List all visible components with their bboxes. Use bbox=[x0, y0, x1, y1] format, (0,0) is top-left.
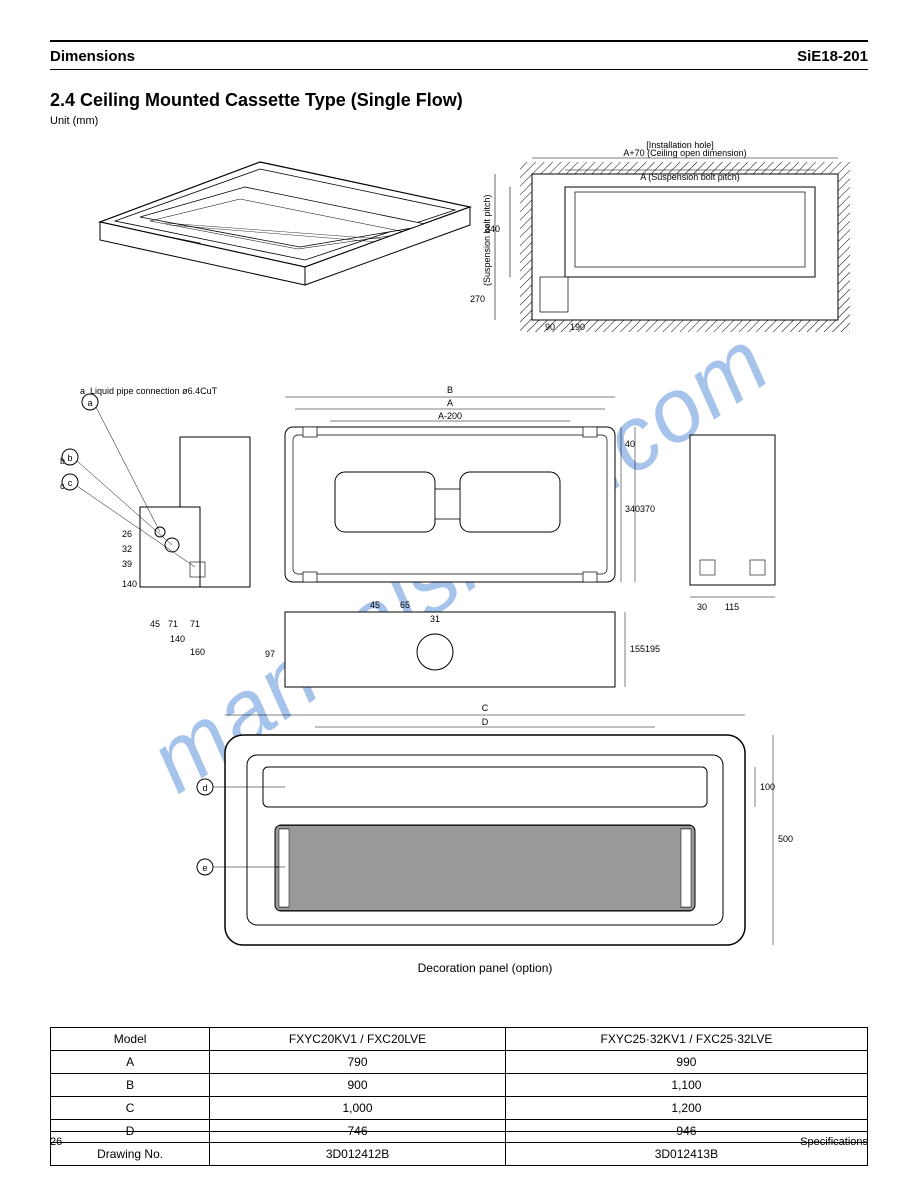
svg-text:270: 270 bbox=[470, 294, 485, 304]
svg-text:b: b bbox=[67, 453, 72, 463]
svg-text:a: a bbox=[87, 398, 92, 408]
svg-text:500: 500 bbox=[778, 834, 793, 844]
iso-view bbox=[100, 162, 470, 285]
left-end-view: a b c 45 71 71 140 160 26 32 39 140 bbox=[62, 394, 250, 657]
technical-drawing: manualshive.com [Install bbox=[50, 137, 870, 1007]
svg-text:45: 45 bbox=[150, 619, 160, 629]
svg-text:b: b bbox=[60, 456, 65, 466]
svg-text:195: 195 bbox=[645, 644, 660, 654]
svg-text:90: 90 bbox=[545, 322, 555, 332]
table-row: B9001,100 bbox=[51, 1074, 868, 1097]
svg-text:160: 160 bbox=[190, 647, 205, 657]
svg-text:155: 155 bbox=[630, 644, 645, 654]
svg-text:40: 40 bbox=[625, 439, 635, 449]
svg-text:D: D bbox=[482, 717, 489, 727]
svg-text:e: e bbox=[202, 863, 207, 873]
svg-text:45: 45 bbox=[370, 600, 380, 610]
footer-section: Specifications bbox=[800, 1136, 868, 1148]
page-number: 26 bbox=[50, 1136, 62, 1148]
table-row: A790990 bbox=[51, 1051, 868, 1074]
svg-text:97: 97 bbox=[265, 649, 275, 659]
svg-text:c: c bbox=[68, 478, 73, 488]
header-left: Dimensions bbox=[50, 48, 135, 65]
svg-text:A-200: A-200 bbox=[438, 411, 462, 421]
col-2: FXYC25·32KV1 / FXC25·32LVE bbox=[505, 1028, 867, 1051]
svg-text:A (Suspension bolt pitch): A (Suspension bolt pitch) bbox=[640, 172, 740, 182]
col-1: FXYC20KV1 / FXC20LVE bbox=[210, 1028, 506, 1051]
svg-text:71: 71 bbox=[190, 619, 200, 629]
panel-view: C D bbox=[197, 703, 793, 975]
svg-text:A: A bbox=[447, 398, 453, 408]
unit-note: Unit (mm) bbox=[50, 115, 868, 127]
top-plan: B A A-200 40 340 370 bbox=[285, 385, 655, 582]
page-header: Dimensions SiE18-201 bbox=[50, 48, 868, 65]
install-hole: [Installation hole] A+70 (Ceiling open d bbox=[470, 140, 850, 332]
svg-text:26: 26 bbox=[122, 529, 132, 539]
drawing-svg: [Installation hole] A+70 (Ceiling open d bbox=[50, 137, 870, 1007]
svg-text:39: 39 bbox=[122, 559, 132, 569]
header-right: SiE18-201 bbox=[797, 48, 868, 65]
svg-text:65: 65 bbox=[400, 600, 410, 610]
svg-text:A+70 (Ceiling open dimension): A+70 (Ceiling open dimension) bbox=[623, 148, 746, 158]
right-end-view: 115 30 bbox=[690, 435, 775, 612]
page-footer: 26 Specifications bbox=[50, 1131, 868, 1148]
svg-text:140: 140 bbox=[122, 579, 137, 589]
svg-text:340: 340 bbox=[625, 504, 640, 514]
section-title: 2.4 Ceiling Mounted Cassette Type (Singl… bbox=[50, 90, 868, 111]
svg-text:(Suspension bolt pitch): (Suspension bolt pitch) bbox=[482, 194, 492, 286]
svg-text:a: a bbox=[80, 386, 85, 396]
front-elevation: 31 45 65 97 155 195 bbox=[265, 600, 660, 687]
svg-text:31: 31 bbox=[430, 614, 440, 624]
svg-text:190: 190 bbox=[570, 322, 585, 332]
table-row: C1,0001,200 bbox=[51, 1097, 868, 1120]
svg-text:71: 71 bbox=[168, 619, 178, 629]
svg-text:Liquid pipe connection ø6.4CuT: Liquid pipe connection ø6.4CuT bbox=[90, 386, 218, 396]
svg-text:Decoration panel (option): Decoration panel (option) bbox=[418, 961, 553, 975]
svg-text:140: 140 bbox=[170, 634, 185, 644]
svg-text:C: C bbox=[482, 703, 489, 713]
svg-text:d: d bbox=[202, 783, 207, 793]
svg-text:c: c bbox=[60, 481, 65, 491]
col-model: Model bbox=[51, 1028, 210, 1051]
svg-text:115: 115 bbox=[725, 602, 739, 612]
svg-text:30: 30 bbox=[697, 602, 707, 612]
svg-text:32: 32 bbox=[122, 544, 132, 554]
svg-text:B: B bbox=[447, 385, 453, 395]
svg-text:370: 370 bbox=[640, 504, 655, 514]
